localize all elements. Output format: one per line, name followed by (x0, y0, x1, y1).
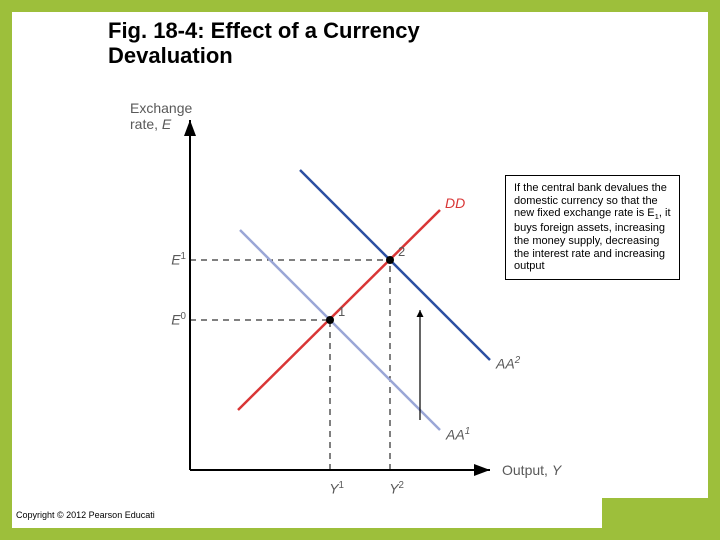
annotation-box: If the central bank devalues the domesti… (505, 175, 680, 280)
point-1 (326, 316, 334, 324)
tick-E0: E0 (160, 311, 186, 328)
label-point-2: 2 (398, 244, 405, 259)
copyright-text: Copyright © 2012 Pearson Educati (16, 510, 155, 520)
y-axis-label: Exchangerate, E (130, 100, 192, 132)
tick-Y2: Y2 (380, 480, 404, 497)
point-2 (386, 256, 394, 264)
curve-AA1 (240, 230, 440, 430)
tick-Y1: Y1 (320, 480, 344, 497)
label-AA1: AA1 (446, 426, 470, 443)
label-DD: DD (445, 195, 465, 211)
x-axis-label: Output, Y (502, 462, 561, 478)
label-AA2: AA2 (496, 355, 520, 372)
accent-block (602, 498, 708, 528)
label-point-1: 1 (338, 304, 345, 319)
tick-E1: E1 (160, 251, 186, 268)
